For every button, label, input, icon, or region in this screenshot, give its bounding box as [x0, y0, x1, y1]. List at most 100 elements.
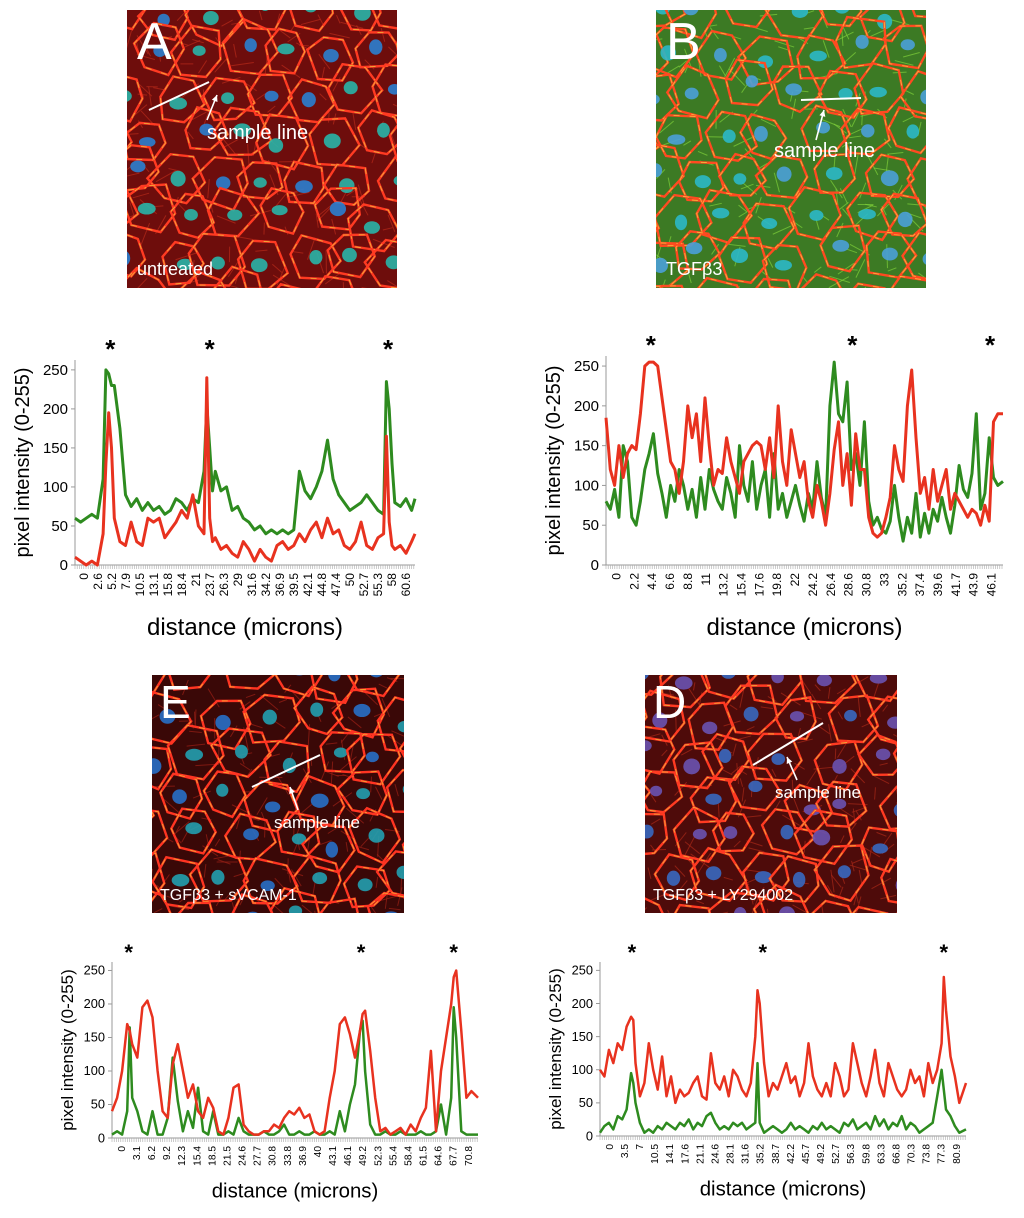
x-tick-label: 7.9 — [119, 573, 133, 590]
peak-marker: * — [985, 330, 996, 360]
y-axis-title: pixel intensity (0-255) — [546, 968, 565, 1130]
y-tick-label: 50 — [582, 517, 599, 534]
x-tick-label: 23.7 — [203, 573, 217, 597]
x-tick-label: 15.4 — [192, 1146, 203, 1166]
y-axis-title: pixel intensity (0-255) — [543, 365, 565, 555]
x-tick-label: 70.3 — [907, 1144, 918, 1164]
x-tick-label: 31.6 — [245, 573, 259, 597]
x-tick-label: 52.7 — [357, 573, 371, 597]
x-tick-label: 41.7 — [949, 573, 963, 597]
y-tick-label: 50 — [579, 1095, 593, 1110]
panel-letter-e: E — [160, 676, 191, 728]
x-tick-label: 14.1 — [665, 1144, 676, 1164]
micrograph-tgfb3-ly294002: D TGFβ3 + LY294002 sample line — [645, 675, 897, 913]
peak-marker: * — [940, 940, 949, 965]
x-axis-title: distance (microns) — [212, 1181, 379, 1203]
x-tick-label: 26.3 — [217, 573, 231, 597]
panel-letter-a: A — [137, 13, 172, 71]
x-tick-label: 61.5 — [419, 1146, 430, 1166]
x-tick-label: 24.6 — [238, 1146, 249, 1166]
x-tick-label: 10.5 — [650, 1144, 661, 1164]
y-tick-label: 200 — [84, 996, 105, 1011]
x-tick-label: 73.8 — [922, 1144, 933, 1164]
x-tick-label: 17.6 — [752, 573, 766, 597]
series-line-red — [74, 376, 417, 567]
x-tick-label: 55.3 — [371, 573, 385, 597]
x-axis-title: distance (microns) — [700, 1179, 867, 1201]
x-tick-label: 17.6 — [680, 1144, 691, 1164]
peak-marker: * — [357, 940, 366, 965]
x-tick-label: 49.2 — [358, 1146, 369, 1166]
x-tick-label: 36.9 — [273, 573, 287, 597]
x-tick-label: 30.8 — [268, 1146, 279, 1166]
y-tick-label: 150 — [572, 1029, 593, 1044]
x-tick-label: 77.3 — [937, 1144, 948, 1164]
y-tick-label: 0 — [591, 557, 599, 574]
x-tick-label: 3.1 — [132, 1146, 143, 1160]
x-tick-label: 80.9 — [952, 1144, 963, 1164]
y-tick-label: 100 — [84, 1063, 105, 1078]
x-tick-label: 56.3 — [846, 1144, 857, 1164]
series-line-red — [110, 969, 479, 1136]
x-tick-label: 10.5 — [133, 573, 147, 597]
condition-label: TGFβ3 — [666, 259, 723, 279]
y-tick-label: 250 — [572, 963, 593, 978]
x-tick-label: 3.5 — [620, 1144, 631, 1158]
x-tick-label: 59.8 — [861, 1144, 872, 1164]
y-tick-label: 200 — [574, 398, 599, 415]
x-tick-label: 43.1 — [328, 1146, 339, 1166]
x-tick-label: 67.7 — [449, 1146, 460, 1166]
x-tick-label: 18.5 — [207, 1146, 218, 1166]
x-tick-label: 58 — [385, 573, 399, 587]
x-tick-label: 52.7 — [831, 1144, 842, 1164]
x-tick-label: 29 — [231, 573, 245, 587]
x-tick-label: 7 — [635, 1144, 646, 1150]
peak-marker: * — [105, 334, 116, 364]
x-tick-label: 39.5 — [287, 573, 301, 597]
x-tick-label: 44.8 — [315, 573, 329, 597]
x-tick-label: 19.8 — [770, 573, 784, 597]
x-tick-label: 0 — [117, 1146, 128, 1152]
x-tick-label: 38.7 — [771, 1144, 782, 1164]
y-tick-label: 50 — [91, 1097, 105, 1112]
x-tick-label: 42.2 — [786, 1144, 797, 1164]
x-tick-label: 33 — [877, 573, 891, 587]
x-tick-label: 5.2 — [105, 573, 119, 590]
x-tick-label: 12.3 — [177, 1146, 188, 1166]
x-tick-label: 13.2 — [717, 573, 731, 597]
y-tick-label: 0 — [98, 1130, 105, 1145]
x-tick-label: 13.1 — [147, 573, 161, 597]
y-axis-title: pixel intensity (0-255) — [58, 969, 77, 1131]
peak-marker: * — [383, 334, 394, 364]
x-tick-label: 2.2 — [627, 573, 641, 590]
x-tick-label: 9.2 — [162, 1146, 173, 1160]
x-tick-label: 11 — [699, 573, 713, 586]
condition-label: TGFβ3 + LY294002 — [653, 887, 794, 904]
y-tick-label: 250 — [574, 358, 599, 375]
x-tick-label: 6.6 — [663, 573, 677, 590]
x-tick-label: 58.4 — [403, 1146, 414, 1166]
x-tick-label: 45.7 — [801, 1144, 812, 1164]
x-tick-label: 21 — [189, 573, 203, 587]
y-tick-label: 0 — [586, 1128, 593, 1143]
x-tick-label: 2.6 — [91, 573, 105, 590]
x-tick-label: 30.8 — [860, 573, 874, 597]
y-tick-label: 0 — [60, 557, 68, 574]
x-tick-label: 33.8 — [283, 1146, 294, 1166]
x-axis-title: distance (microns) — [147, 614, 343, 641]
x-tick-label: 15.4 — [734, 573, 748, 597]
x-tick-label: 26.4 — [824, 573, 838, 597]
y-tick-label: 150 — [574, 438, 599, 455]
sample-line-label: sample line — [774, 140, 876, 162]
x-tick-label: 21.5 — [222, 1146, 233, 1166]
x-tick-label: 64.6 — [434, 1146, 445, 1166]
x-tick-label: 70.8 — [464, 1146, 475, 1166]
series-line-green — [598, 1061, 967, 1134]
panel-letter-b: B — [666, 13, 701, 71]
x-tick-label: 52.3 — [373, 1146, 384, 1166]
peak-marker: * — [847, 330, 858, 360]
peak-marker: * — [124, 940, 133, 965]
x-tick-label: 35.2 — [895, 573, 909, 597]
x-tick-label: 39.6 — [931, 573, 945, 597]
condition-label: TGFβ3 + sVCAM-1 — [160, 887, 297, 904]
